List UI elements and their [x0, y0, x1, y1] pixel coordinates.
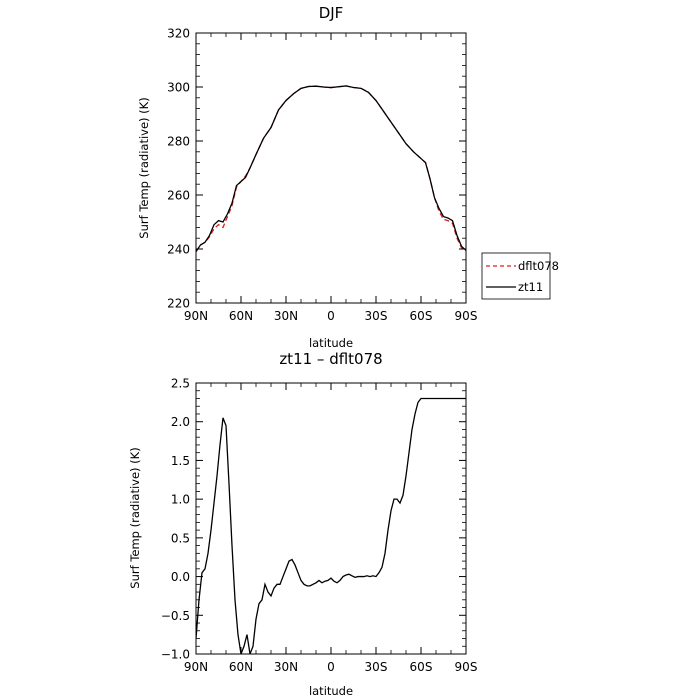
- legend-label-zt11: zt11: [518, 280, 543, 294]
- legend-label-dflt078: dflt078: [518, 259, 559, 273]
- top-x-tick-label: 0: [327, 309, 335, 323]
- bottom-y-tick-label: 0.5: [171, 531, 190, 545]
- bottom-x-tick-label: 90S: [455, 660, 478, 674]
- bottom-x-axis-label: latitude: [309, 684, 353, 698]
- bottom-y-tick-label: −1.0: [161, 648, 190, 662]
- top-chart: DJF 220 240 260 280 300 320 90N 60N 30N 0 30S 60S 90…: [137, 4, 477, 350]
- top-ticks: 220 240 260 280 300 320 90N 60N 30N 0 30S 60S 90S: [167, 27, 477, 324]
- top-y-tick-label: 240: [167, 243, 190, 257]
- top-x-tick-label: 30S: [365, 309, 388, 323]
- bottom-y-tick-label: 2.0: [171, 415, 190, 429]
- top-x-tick-label: 90S: [455, 309, 478, 323]
- bottom-series-line-series-0: [196, 397, 466, 654]
- bottom-chart-title: zt11 – dflt078: [279, 350, 382, 368]
- top-x-tick-label: 30N: [274, 309, 298, 323]
- bottom-x-tick-label: 30N: [274, 660, 298, 674]
- top-y-axis-label: Surf Temp (radiative) (K): [137, 97, 151, 238]
- top-chart-title: DJF: [319, 4, 344, 22]
- bottom-x-tick-label: 60N: [229, 660, 253, 674]
- top-plot-area: [196, 85, 466, 253]
- top-x-tick-label: 90N: [184, 309, 208, 323]
- bottom-x-tick-label: 60S: [410, 660, 433, 674]
- top-y-tick-label: 300: [167, 81, 190, 95]
- bottom-y-tick-label: 0.0: [171, 570, 190, 584]
- bottom-y-tick-label: 1.0: [171, 493, 190, 507]
- top-x-tick-label: 60S: [410, 309, 433, 323]
- top-x-tick-label: 60N: [229, 309, 253, 323]
- bottom-y-axis-label: Surf Temp (radiative) (K): [128, 447, 142, 588]
- top-y-tick-label: 220: [167, 297, 190, 311]
- bottom-x-tick-label: 0: [327, 660, 335, 674]
- bottom-y-tick-label: 2.5: [171, 377, 190, 391]
- bottom-chart: zt11 – dflt078 −1.0 −0.5 0.0 0.5 1.0 1.5 2.0 2.…: [128, 350, 477, 698]
- top-x-axis-label: latitude: [309, 336, 353, 350]
- top-y-tick-label: 280: [167, 135, 190, 149]
- bottom-x-tick-label: 30S: [365, 660, 388, 674]
- legend-box: [481, 252, 551, 300]
- legend: dflt078 zt11: [481, 252, 559, 300]
- bottom-y-tick-label: −0.5: [161, 609, 190, 623]
- top-y-tick-label: 320: [167, 27, 190, 41]
- bottom-plot-area: [196, 397, 466, 654]
- bottom-x-tick-label: 90N: [184, 660, 208, 674]
- bottom-ticks: −1.0 −0.5 0.0 0.5 1.0 1.5 2.0 2.5 90N 60N 30N 0 30S 6…: [161, 377, 478, 675]
- top-y-tick-label: 260: [167, 189, 190, 203]
- top-series-line-zt11: [196, 85, 466, 253]
- top-series-line-dflt078: [196, 85, 466, 253]
- bottom-y-tick-label: 1.5: [171, 454, 190, 468]
